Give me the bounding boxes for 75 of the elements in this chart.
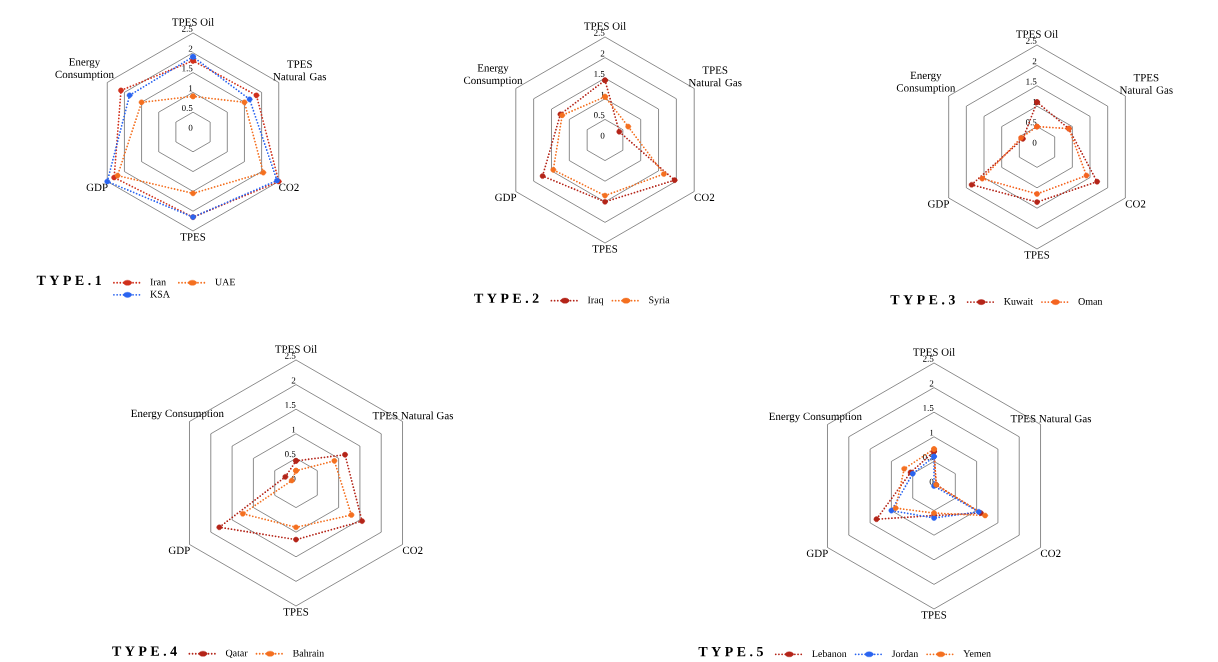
legend-label: Iran [150,278,166,286]
legend-label: Oman [1078,298,1103,305]
y-tick-label: 1.5 [1026,78,1037,85]
spoke-label: TPES Oil [275,345,317,353]
spoke-label: CO2 [279,183,299,192]
spoke-label: TPES [283,608,309,616]
y-tick-label: 0.5 [284,451,296,458]
y-tick-label: 2.5 [593,29,605,36]
legend-label: Jordan [891,650,919,658]
legend-label: Yemen [963,650,991,657]
y-tick-label: 1.5 [594,70,605,77]
spoke-label: TPES Natural Gas [273,60,327,81]
y-tick-label: 1 [601,91,605,98]
y-tick-label: 2 [600,50,605,57]
spoke-label: Energy Consumption [463,64,523,87]
spoke-label: TPES Oil [1016,30,1058,38]
legend-label: Lebanon [812,650,847,658]
spoke-label: CO2 [402,546,423,555]
legend-label: Qatar [225,649,248,658]
spoke-label: TPES Oil [172,18,214,26]
y-tick-label: 1.5 [285,401,296,408]
spoke-label: TPES Natural Gas [1119,73,1173,94]
y-tick-label: 1 [1033,99,1037,105]
spoke-label: TPES Oil [584,22,626,30]
spoke-label: CO2 [694,193,715,202]
spoke-label: TPES Natural Gas [372,411,454,420]
text: T Y P E . 1 [36,275,101,286]
spoke-label: Energy Consumption [769,412,862,423]
text: T Y P E . 3 [890,295,955,305]
spoke-label: GDP [495,193,517,202]
y-tick-label: 0 [600,132,605,139]
y-tick-label: 1 [930,429,934,436]
spoke-label: GDP [806,549,828,558]
legend-label: KSA [150,290,170,298]
y-tick-label: 1.5 [182,65,193,72]
y-tick-label: 0 [929,478,934,485]
legend-label: Kuwait [1004,298,1034,305]
y-tick-label: 0.5 [1025,119,1037,126]
y-tick-label: 0.5 [593,112,605,119]
y-tick-label: 2.5 [181,25,193,32]
spoke-label: GDP [86,183,108,192]
y-tick-label: 2 [929,380,934,387]
spoke-label: GDP [168,546,190,555]
spoke-label: TPES [1024,251,1050,259]
legend-label: Iraq [587,296,604,306]
legend-label: UAE [215,278,235,286]
spoke-label: TPES Natural Gas [1010,414,1092,423]
spoke-label: TPES Oil [913,348,955,356]
y-tick-label: 0 [188,124,193,131]
y-tick-label: 2.5 [923,355,934,362]
spoke-label: Energy Consumption [131,409,224,420]
spoke-label: CO2 [1040,549,1061,558]
text: T Y P E . 2 [474,293,539,304]
spoke-label: Energy Consumption [55,58,114,81]
legend-label: Syria [649,296,670,306]
spoke-label: Energy Consumption [896,71,956,94]
y-tick-label: 0.5 [181,104,193,111]
y-tick-label: 1.5 [923,404,934,411]
spoke-label: TPES [921,611,947,619]
y-tick-label: 2.5 [284,352,296,359]
spoke-label: GDP [927,200,950,208]
spoke-label: TPES [180,233,206,241]
y-tick-label: 2 [1032,58,1037,65]
spoke-label: TPES [592,245,618,253]
legend-label: Bahrain [292,649,324,657]
y-tick-label: 2 [188,45,193,52]
y-tick-label: 0 [1032,139,1037,146]
y-tick-label: 2 [291,377,296,384]
y-tick-label: 1 [292,426,296,433]
spoke-label: CO2 [1125,200,1146,208]
text: T Y P E . 5 [698,647,763,657]
text: T Y P E . 4 [112,646,177,656]
y-tick-label: 2.5 [1026,37,1037,44]
spoke-label: TPES Natural Gas [688,66,742,87]
y-tick-label: 1 [189,85,193,92]
